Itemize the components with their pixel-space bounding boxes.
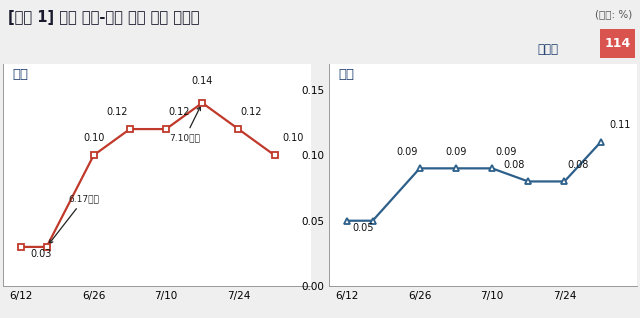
Text: 0.03: 0.03 xyxy=(31,249,52,259)
Text: [그림 1] 서울 매매-전세 주간 가격 변동률: [그림 1] 서울 매매-전세 주간 가격 변동률 xyxy=(8,10,199,24)
Text: 0.10: 0.10 xyxy=(83,134,104,143)
Text: 0.14: 0.14 xyxy=(191,76,213,86)
Text: 0.09: 0.09 xyxy=(495,147,516,156)
Text: 114: 114 xyxy=(604,37,630,50)
Text: 0.08: 0.08 xyxy=(504,160,525,170)
Text: 0.10: 0.10 xyxy=(282,134,303,143)
Text: 0.08: 0.08 xyxy=(568,160,589,170)
Text: 전세: 전세 xyxy=(339,68,355,81)
Text: 0.12: 0.12 xyxy=(106,107,128,117)
Text: 0.12: 0.12 xyxy=(168,107,189,117)
Text: 0.09: 0.09 xyxy=(396,147,418,156)
Text: 0.11: 0.11 xyxy=(610,121,631,130)
Text: (단위: %): (단위: %) xyxy=(595,10,632,19)
Text: 0.05: 0.05 xyxy=(353,223,374,232)
Text: 6.17대책: 6.17대책 xyxy=(49,195,99,244)
Text: 7.10대책: 7.10대책 xyxy=(170,107,200,142)
Text: 매매: 매매 xyxy=(12,68,28,81)
Text: 0.09: 0.09 xyxy=(445,147,467,156)
Text: 부동산: 부동산 xyxy=(538,43,559,56)
Text: 0.12: 0.12 xyxy=(240,107,262,117)
